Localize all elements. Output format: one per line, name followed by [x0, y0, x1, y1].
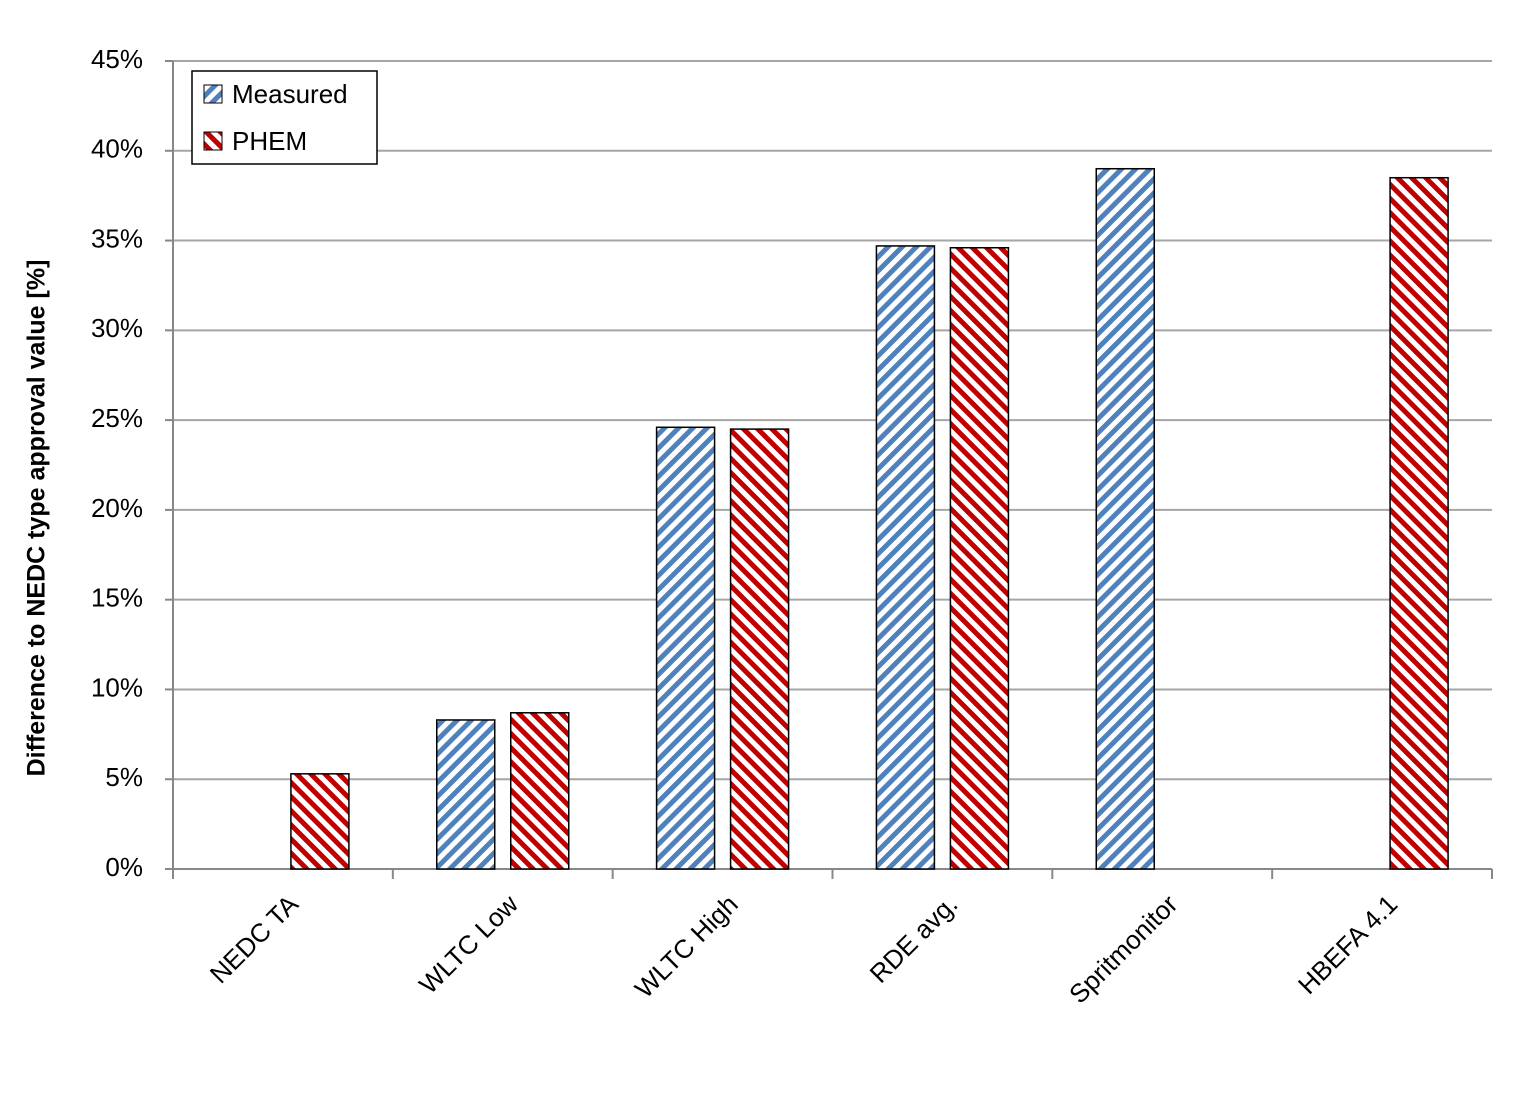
bar	[436, 719, 496, 870]
bar	[510, 712, 570, 870]
x-tick-label: HBEFA 4.1	[1292, 889, 1403, 1000]
x-tick-label: WLTC High	[629, 889, 744, 1004]
y-tick-label: 45%	[91, 44, 143, 74]
y-tick-label: 0%	[105, 852, 143, 882]
x-tick-label: NEDC TA	[204, 888, 305, 989]
y-tick-label: 35%	[91, 223, 143, 253]
legend-label: PHEM	[232, 126, 307, 156]
y-tick-label: 25%	[91, 403, 143, 433]
y-tick-label: 40%	[91, 134, 143, 164]
x-tick-label: WLTC Low	[413, 889, 524, 1000]
x-tick-label: RDE avg.	[864, 889, 964, 989]
y-tick-label: 30%	[91, 313, 143, 343]
y-tick-label: 15%	[91, 583, 143, 613]
legend-label: Measured	[232, 79, 348, 109]
y-tick-label: 10%	[91, 672, 143, 702]
legend-swatch	[203, 131, 223, 151]
bar	[655, 426, 716, 870]
bar	[1095, 167, 1155, 870]
bar	[290, 773, 350, 870]
y-tick-label: 20%	[91, 493, 143, 523]
legend-swatch	[203, 84, 223, 104]
bar	[1389, 176, 1449, 870]
legend-box	[191, 70, 378, 165]
y-tick-label: 5%	[105, 762, 143, 792]
bar	[875, 245, 936, 870]
bar	[729, 428, 790, 870]
x-tick-label: Spritmonitor	[1063, 889, 1184, 1010]
y-axis-title: Difference to NEDC type approval value […	[23, 260, 51, 777]
bar	[949, 246, 1010, 870]
